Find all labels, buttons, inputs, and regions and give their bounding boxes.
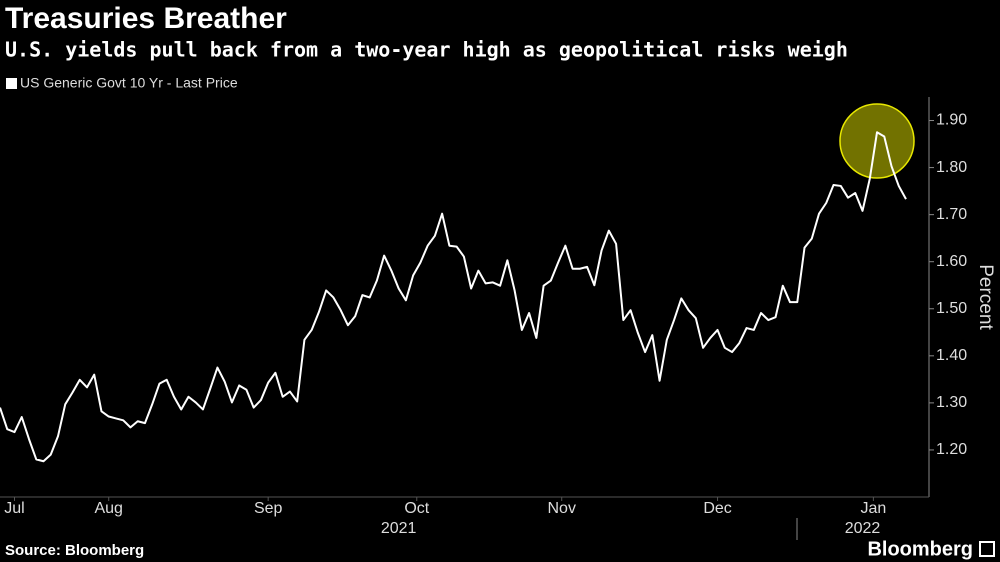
y-tick-label: 1.70: [936, 206, 967, 223]
x-tick-label: Nov: [547, 500, 575, 517]
y-tick-label: 1.40: [936, 347, 967, 364]
chart-subtitle: U.S. yields pull back from a two-year hi…: [5, 38, 848, 62]
x-tick-label: Jan: [860, 500, 886, 517]
y-axis-title: Percent: [975, 264, 996, 330]
legend-label: US Generic Govt 10 Yr - Last Price: [20, 75, 238, 91]
source-note: Source: Bloomberg: [5, 542, 144, 559]
legend-swatch: [6, 78, 17, 89]
year-label: 2021: [381, 520, 417, 537]
chart-title: Treasuries Breather: [5, 2, 287, 35]
y-tick-label: 1.90: [936, 112, 967, 129]
y-tick-label: 1.20: [936, 441, 967, 458]
y-tick-label: 1.60: [936, 253, 967, 270]
x-tick-label: Oct: [404, 500, 429, 517]
y-tick-label: 1.30: [936, 394, 967, 411]
line-series: [0, 131, 907, 463]
x-tick-label: Jul: [4, 500, 24, 517]
brand: Bloomberg: [867, 538, 973, 560]
highlight-circle: [839, 103, 915, 179]
x-tick-label: Aug: [94, 500, 122, 517]
brand-icon: [979, 541, 995, 557]
x-tick-label: Dec: [703, 500, 731, 517]
x-tick-label: Sep: [254, 500, 283, 517]
y-tick-label: 1.50: [936, 300, 967, 317]
year-label: 2022: [845, 520, 881, 537]
y-tick-label: 1.80: [936, 159, 967, 176]
